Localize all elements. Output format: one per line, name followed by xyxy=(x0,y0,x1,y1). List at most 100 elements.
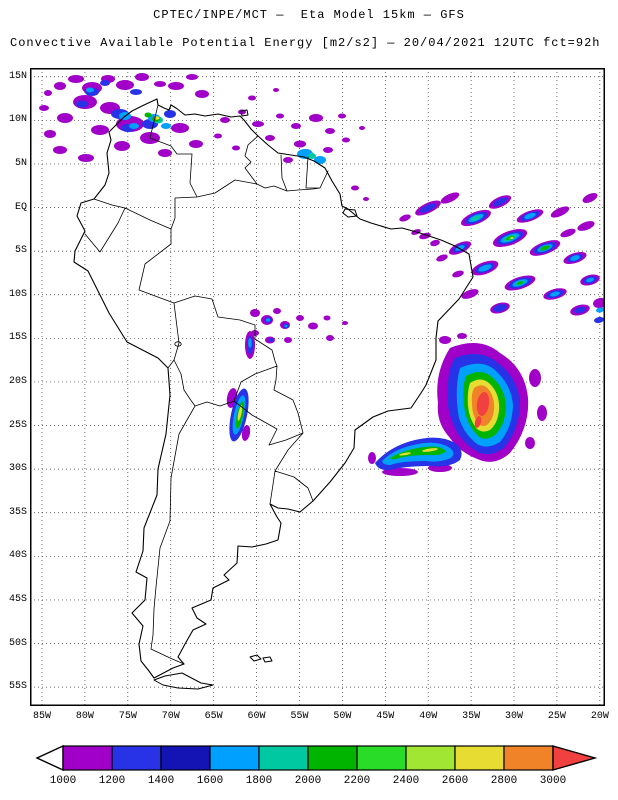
cape-blob xyxy=(114,141,130,151)
cape-blob xyxy=(419,232,431,240)
cape-blob xyxy=(53,146,67,154)
cape-blob xyxy=(135,73,149,81)
cape-blob xyxy=(422,448,438,452)
lat-tick-label: 40S xyxy=(8,550,27,562)
cape-blob xyxy=(294,140,306,148)
cape-blob xyxy=(168,82,184,90)
colorbar-segment xyxy=(62,745,113,771)
cape-blob xyxy=(596,307,604,313)
cape-blob xyxy=(455,245,465,251)
cape-blob xyxy=(284,324,288,328)
colorbar-segment xyxy=(405,745,456,771)
colorbar-segment xyxy=(160,745,211,771)
cape-blob xyxy=(220,117,230,123)
lon-tick-label: 75W xyxy=(118,711,137,722)
cape-blob xyxy=(582,193,598,203)
cape-blob xyxy=(68,75,84,83)
cape-blob xyxy=(268,338,274,342)
cape-blob xyxy=(474,416,482,428)
cape-blob xyxy=(430,239,440,247)
colorbar-segment xyxy=(258,745,309,771)
cape-blob xyxy=(284,337,292,343)
over-range-arrow xyxy=(552,745,597,771)
colorbar-segment xyxy=(307,745,358,771)
cape-blob xyxy=(540,245,550,251)
cape-blob xyxy=(476,392,490,416)
cape-blob xyxy=(276,113,284,119)
cape-blob xyxy=(237,405,243,421)
cape-blob xyxy=(586,277,594,283)
coastline-islands xyxy=(153,109,358,690)
lon-tick-label: 35W xyxy=(462,711,481,722)
country-borders xyxy=(84,104,329,665)
lat-tick-label: 45S xyxy=(8,593,27,605)
cape-blob xyxy=(338,113,346,119)
colorbar-tick-label: 1200 xyxy=(98,775,126,787)
under-range-arrow xyxy=(35,745,64,771)
cape-blob xyxy=(248,95,256,101)
cape-blob xyxy=(161,123,171,129)
cape-blob xyxy=(452,270,464,278)
coastlines-and-borders xyxy=(73,98,474,690)
cape-blob xyxy=(525,437,535,449)
cape-shading xyxy=(39,73,605,476)
colorbar-segment xyxy=(503,745,554,771)
cape-blob xyxy=(57,113,73,123)
colorbar-tick-label: 2600 xyxy=(441,775,469,787)
cape-blob xyxy=(252,121,264,127)
cape-blob xyxy=(158,149,172,157)
lat-tick-label: 30S xyxy=(8,463,27,475)
cape-blob xyxy=(296,315,304,321)
cape-blob xyxy=(309,114,323,122)
lon-tick-label: 85W xyxy=(32,711,52,722)
cape-blob xyxy=(342,321,348,325)
cape-blob xyxy=(461,289,479,299)
cape-blob xyxy=(457,333,467,339)
cape-blob xyxy=(283,157,293,163)
lon-tick-label: 25W xyxy=(547,711,566,722)
cape-blob xyxy=(130,89,142,95)
cape-blob xyxy=(478,264,492,272)
colorbar-segment xyxy=(356,745,407,771)
lat-tick-label: 50S xyxy=(8,637,27,649)
lat-tick-label: 25S xyxy=(8,419,27,431)
cape-blob xyxy=(593,297,605,309)
cape-blob xyxy=(86,87,94,93)
cape-blob xyxy=(241,425,251,441)
lat-tick-label: 10S xyxy=(8,288,27,300)
cape-blob xyxy=(399,452,411,456)
cape-blob xyxy=(550,291,560,297)
cape-blob xyxy=(492,197,508,207)
map-panel xyxy=(30,68,605,706)
cape-blob xyxy=(314,156,326,164)
lon-tick-label: 40W xyxy=(419,711,438,722)
lat-tick-label: 15S xyxy=(8,332,27,344)
map-plot xyxy=(30,68,605,706)
lat-tick-label: 10N xyxy=(8,114,27,126)
coastline-south-america xyxy=(73,98,474,679)
cape-blob xyxy=(189,140,203,148)
map-frame xyxy=(30,68,605,706)
cape-blob xyxy=(537,405,547,421)
cape-blob xyxy=(516,281,524,285)
lake-titicaca xyxy=(174,341,182,347)
colorbar-tick-label: 2800 xyxy=(490,775,518,787)
cape-blob xyxy=(154,81,166,87)
cape-blob xyxy=(399,214,411,222)
colorbar-tick-label: 1000 xyxy=(49,775,77,787)
lat-tick-label: 5N xyxy=(14,157,27,169)
cape-blob xyxy=(144,112,152,118)
cape-blob xyxy=(39,105,49,111)
cape-blob xyxy=(44,130,56,138)
page-subtitle: Convective Available Potential Energy [m… xyxy=(10,36,601,50)
cape-blob xyxy=(265,135,275,141)
cape-blob xyxy=(54,82,66,90)
colorbar-tick-label: 1800 xyxy=(245,775,273,787)
colorbar-segment xyxy=(111,745,162,771)
cape-blob xyxy=(76,100,88,108)
cape-blob xyxy=(171,123,189,133)
cape-blob xyxy=(359,126,365,130)
colorbar-segments xyxy=(62,745,554,771)
colorbar-segment xyxy=(209,745,260,771)
